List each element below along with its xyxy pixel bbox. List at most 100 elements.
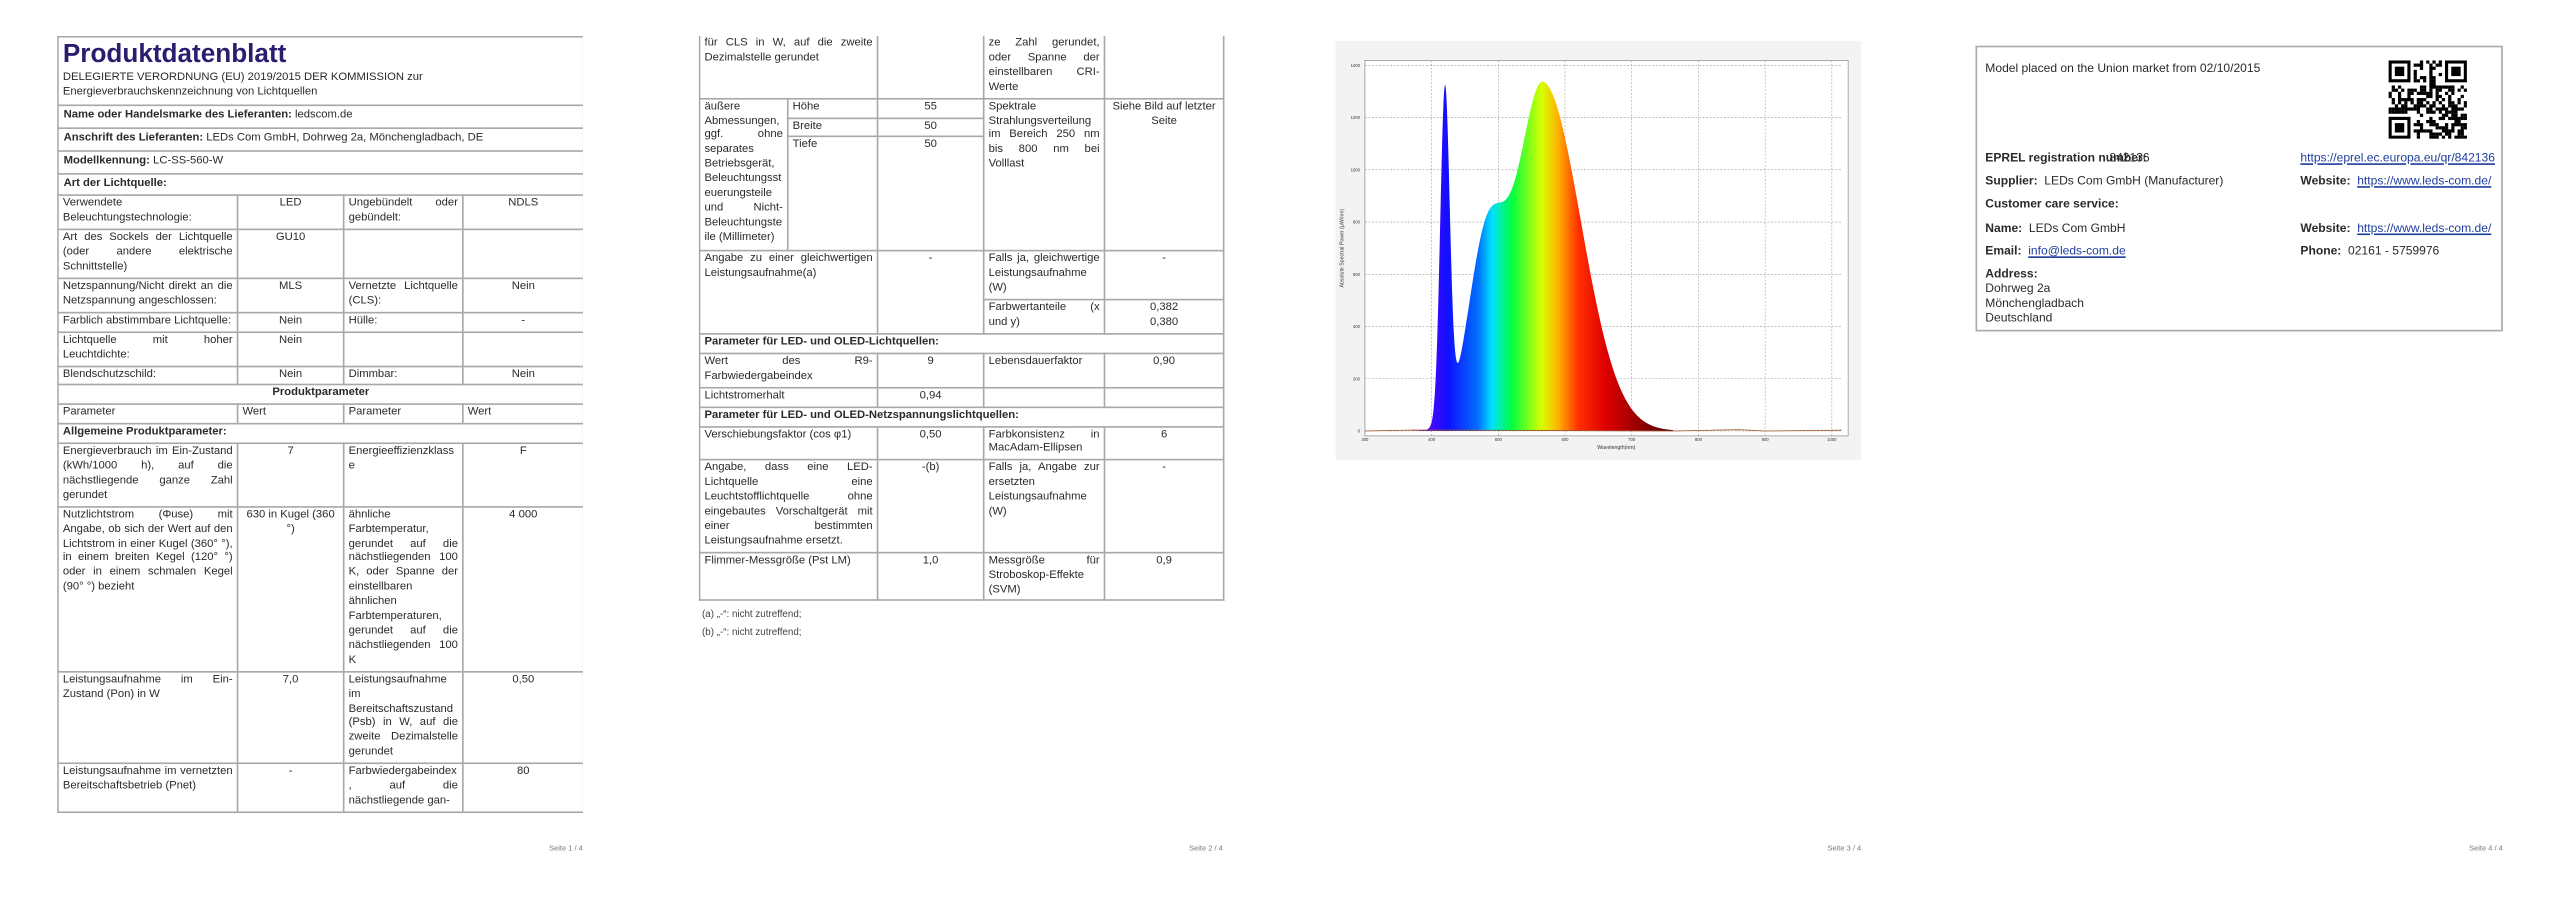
table-cell: Leistungsaufnahme im Bereitschaftszustan… bbox=[342, 670, 464, 765]
table-body: Verwendete Beleuchtungstechnologie: LED Un… bbox=[57, 195, 583, 386]
qr-module bbox=[2394, 110, 2399, 114]
table-cell bbox=[342, 228, 464, 280]
address-line: Deutschland bbox=[1985, 310, 2053, 325]
table-row: Lichtquelle mit hoher Leuchtdichte: Nein bbox=[57, 330, 583, 367]
qr-module bbox=[2460, 126, 2464, 130]
website-link[interactable]: https://www.leds-com.de/ bbox=[2357, 220, 2492, 236]
qr-module bbox=[2441, 135, 2446, 139]
qr-module bbox=[2454, 116, 2458, 121]
qr-module bbox=[2448, 110, 2452, 114]
table-cell: 0,382 0,380 bbox=[1103, 299, 1225, 335]
qr-module bbox=[2391, 98, 2395, 102]
qr-module bbox=[2451, 91, 2455, 95]
table-cell bbox=[342, 330, 464, 367]
qr-module bbox=[2435, 91, 2439, 95]
table-cell: Lichtstromerhalt bbox=[698, 386, 879, 408]
page-number: Seite 4 / 4 bbox=[2469, 844, 2503, 853]
table-row: Parameter Wert Parameter Wert bbox=[57, 403, 583, 425]
qr-module bbox=[2413, 104, 2417, 108]
qr-module bbox=[2438, 110, 2442, 114]
qr-module bbox=[2448, 101, 2452, 105]
website-link[interactable]: https://www.leds-com.de/ bbox=[2357, 173, 2492, 188]
table-row: Allgemeine Produktparameter: bbox=[57, 423, 583, 445]
qr-module bbox=[2426, 129, 2430, 133]
qr-module bbox=[2416, 119, 2420, 124]
table-cell: Nutzlichtstrom (Φuse) mit Angabe, ob sic… bbox=[57, 505, 239, 673]
table-row: Parameter für LED- und OLED-Lichtquellen… bbox=[698, 333, 1225, 355]
qr-module bbox=[2388, 107, 2392, 111]
section-heading: Allgemeine Produktparameter: bbox=[57, 423, 583, 445]
qr-module bbox=[2435, 88, 2439, 92]
field: Address: bbox=[1985, 266, 2037, 281]
qr-module bbox=[2413, 72, 2417, 77]
table-cell: Farbwertanteile (x und y) bbox=[982, 299, 1106, 335]
qr-module bbox=[2441, 107, 2446, 111]
table-cell bbox=[1103, 35, 1225, 99]
qr-module bbox=[2460, 113, 2464, 117]
eprel-link[interactable]: https://eprel.ec.europa.eu/qr/842136 bbox=[2300, 150, 2495, 165]
qr-module bbox=[2454, 119, 2458, 124]
x-tick-label: 500 bbox=[1495, 437, 1503, 442]
qr-module bbox=[2460, 129, 2464, 133]
qr-module bbox=[2419, 101, 2424, 105]
y-tick-label: 1400 bbox=[1351, 63, 1361, 68]
qr-module bbox=[2429, 104, 2433, 108]
qr-module bbox=[2463, 101, 2467, 105]
qr-module bbox=[2426, 101, 2430, 105]
table-row: Energieverbrauch im Ein-Zustand (kWh/100… bbox=[57, 442, 583, 508]
qr-module bbox=[2397, 91, 2402, 95]
qr-finder bbox=[2444, 60, 2467, 83]
qr-module bbox=[2429, 94, 2433, 99]
qr-module bbox=[2413, 76, 2417, 80]
qr-module bbox=[2448, 88, 2452, 92]
table-row: Parameter für LED- und OLED-Netzspannung… bbox=[698, 405, 1225, 427]
qr-finder bbox=[2394, 66, 2405, 77]
table-cell: 6 bbox=[1103, 425, 1225, 461]
qr-module bbox=[2394, 107, 2399, 111]
qr-module bbox=[2397, 110, 2402, 114]
qr-module bbox=[2441, 113, 2446, 117]
qr-module bbox=[2451, 129, 2455, 133]
qr-module bbox=[2416, 132, 2420, 136]
qr-module bbox=[2423, 88, 2427, 92]
field-label: Anschrift des Lieferanten: bbox=[63, 131, 204, 144]
qr-module bbox=[2404, 101, 2408, 105]
table-row: Wert des R9-Farbwiedergabeindex 9 Lebensda… bbox=[698, 352, 1225, 389]
qr-module bbox=[2463, 88, 2467, 92]
qr-module bbox=[2429, 132, 2433, 136]
qr-module bbox=[2419, 126, 2424, 130]
qr-module bbox=[2423, 79, 2427, 83]
field-label: Website: bbox=[2300, 173, 2351, 188]
qr-finder bbox=[2394, 123, 2405, 133]
datasheet-table: Produktdatenblatt DELEGIERTE VERORDNUNG … bbox=[57, 35, 583, 813]
footnote: (b) „-“: nicht zutreffend; bbox=[702, 628, 802, 639]
qr-module bbox=[2432, 110, 2436, 114]
section-heading: Parameter für LED- und OLED-Lichtquellen… bbox=[698, 333, 1225, 355]
qr-module bbox=[2444, 107, 2449, 111]
y-tick-label: 600 bbox=[1353, 272, 1361, 277]
table-cell: Nein bbox=[462, 277, 583, 314]
table-cell: Flimmer-Messgröße (Pst LM) bbox=[698, 551, 879, 602]
tbody: Produktdatenblatt DELEGIERTE VERORDNUNG … bbox=[57, 35, 583, 197]
qr-module bbox=[2438, 126, 2442, 130]
x-tick-label: 900 bbox=[1762, 437, 1770, 442]
table-cell bbox=[1103, 386, 1225, 408]
qr-module bbox=[2432, 123, 2436, 127]
qr-module bbox=[2451, 88, 2455, 92]
field: Website: https://www.leds-com.de/ bbox=[2300, 220, 2491, 235]
table-cell: NDLS bbox=[462, 195, 583, 231]
tbody: für CLS in W, auf die zweite Dezimalstel… bbox=[698, 35, 1225, 355]
table-row: Angabe zu einer gleichwertigen Leistungs… bbox=[698, 250, 1225, 335]
table-cell: Leistungsaufnahme im Ein-Zustand (Pon) i… bbox=[57, 670, 239, 765]
qr-module bbox=[2432, 66, 2436, 70]
x-tick-label: 700 bbox=[1628, 437, 1636, 442]
qr-module bbox=[2429, 91, 2433, 95]
table-cell: für CLS in W, auf die zweite Dezimalstel… bbox=[698, 35, 879, 99]
qr-module bbox=[2432, 132, 2436, 136]
email-link[interactable]: info@leds-com.de bbox=[2028, 243, 2126, 258]
section-heading: Art der Lichtquelle: bbox=[57, 172, 583, 197]
table-cell: 4 000 bbox=[462, 505, 583, 673]
table-row: Nutzlichtstrom (Φuse) mit Angabe, ob sic… bbox=[57, 505, 583, 673]
qr-module bbox=[2413, 69, 2417, 74]
y-tick-label: 1000 bbox=[1351, 167, 1361, 172]
